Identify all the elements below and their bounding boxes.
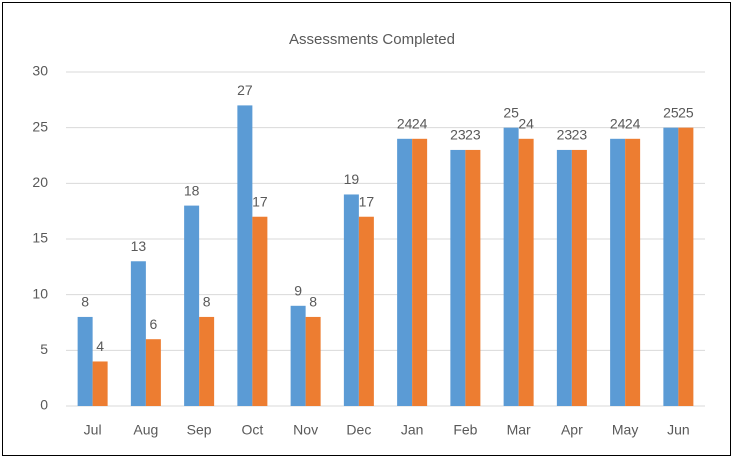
x-tick-label: Jul [84, 422, 102, 438]
bar [199, 316, 215, 406]
data-label: 17 [359, 193, 375, 209]
x-tick-label: Jan [401, 422, 424, 438]
data-label: 25 [503, 104, 519, 120]
data-label: 17 [252, 193, 268, 209]
bar [503, 127, 519, 407]
bar [663, 127, 679, 407]
x-tick-label: Sep [187, 422, 212, 438]
data-label: 24 [412, 116, 428, 132]
bar [77, 316, 93, 406]
data-label: 23 [557, 127, 573, 143]
data-label: 13 [131, 238, 147, 254]
data-label: 8 [309, 294, 317, 310]
y-tick-label: 30 [32, 63, 48, 79]
bar [290, 305, 306, 406]
bar [252, 216, 268, 406]
data-label: 23 [450, 127, 466, 143]
data-label: 9 [294, 283, 302, 299]
bar [343, 194, 359, 406]
y-tick-label: 15 [32, 230, 48, 246]
y-tick-label: 25 [32, 118, 48, 134]
data-label: 25 [663, 104, 679, 120]
data-label: 24 [610, 116, 626, 132]
y-tick-label: 10 [32, 285, 48, 301]
data-label: 23 [465, 127, 481, 143]
x-tick-label: Oct [241, 422, 263, 438]
x-tick-label: Mar [507, 422, 531, 438]
bar [571, 149, 587, 406]
bar [145, 339, 161, 406]
bar [625, 138, 641, 407]
x-tick-label: May [612, 422, 638, 438]
bar [305, 316, 321, 406]
x-tick-label: Dec [346, 422, 371, 438]
x-tick-label: Apr [561, 422, 583, 438]
data-label: 23 [572, 127, 588, 143]
x-tick-label: Nov [293, 422, 318, 438]
y-tick-label: 20 [32, 174, 48, 190]
x-tick-label: Aug [133, 422, 158, 438]
y-tick-label: 0 [40, 397, 48, 413]
bar [412, 138, 428, 407]
data-label: 6 [149, 316, 157, 332]
chart-title: Assessments Completed [289, 31, 455, 48]
bar [184, 205, 200, 406]
x-tick-label: Jun [667, 422, 690, 438]
data-label: 8 [203, 294, 211, 310]
bar [678, 127, 694, 407]
data-label: 27 [237, 82, 253, 98]
bar [556, 149, 572, 406]
data-label: 24 [518, 116, 534, 132]
data-label: 8 [81, 294, 89, 310]
data-label: 24 [397, 116, 413, 132]
bar [450, 149, 466, 406]
y-tick-label: 5 [40, 341, 48, 357]
data-label: 18 [184, 182, 200, 198]
bar [518, 138, 534, 407]
bar [358, 216, 374, 406]
bar [465, 149, 481, 406]
data-label: 25 [678, 104, 694, 120]
bar [397, 138, 413, 407]
bar [610, 138, 626, 407]
bar [92, 361, 108, 406]
x-tick-label: Feb [453, 422, 477, 438]
data-label: 24 [625, 116, 641, 132]
data-label: 19 [344, 171, 360, 187]
bar [130, 261, 146, 406]
data-label: 4 [96, 338, 104, 354]
bar [237, 105, 253, 407]
